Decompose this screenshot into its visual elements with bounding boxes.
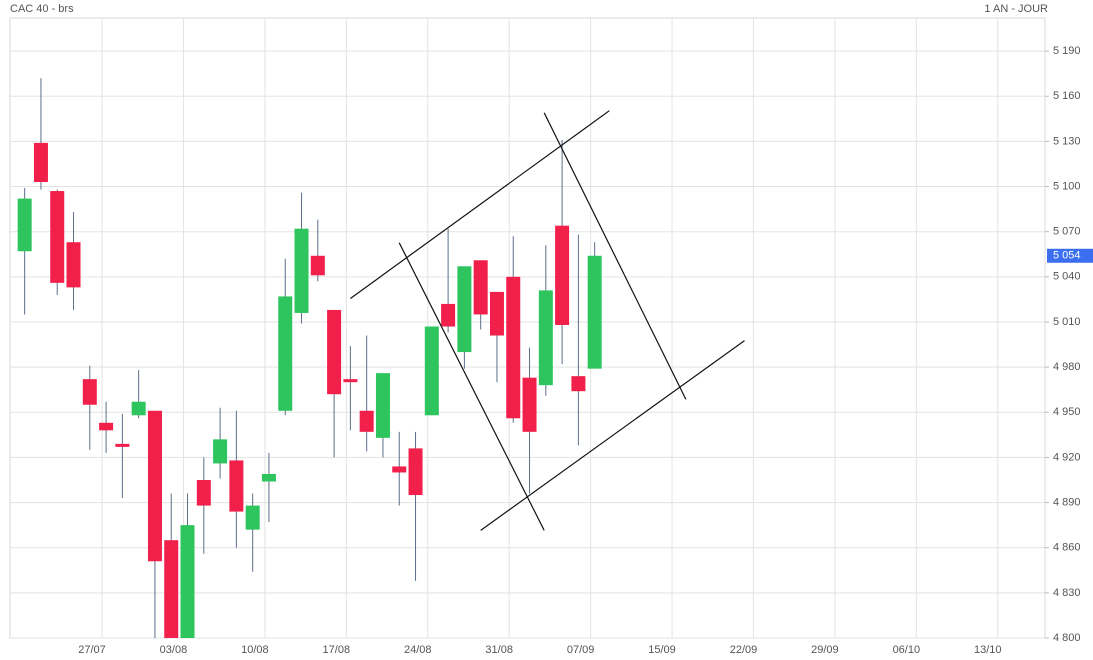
y-tick-label: 4 980 <box>1053 361 1081 373</box>
y-tick-label: 4 800 <box>1053 632 1081 644</box>
x-tick-label: 06/10 <box>893 644 921 656</box>
plot <box>17 78 745 638</box>
candle-body <box>310 255 325 276</box>
candle-body <box>375 373 390 438</box>
candle-body <box>538 290 553 386</box>
x-tick-label: 13/10 <box>974 644 1002 656</box>
candle-body <box>489 291 504 336</box>
y-tick-label: 5 190 <box>1053 45 1081 57</box>
y-tick-label: 5 100 <box>1053 180 1081 192</box>
candle-body <box>196 479 211 506</box>
trendline <box>543 112 687 400</box>
y-tick-label: 4 890 <box>1053 496 1081 508</box>
candle-body <box>82 379 97 405</box>
candle-body <box>147 410 162 562</box>
candle-body <box>327 309 342 395</box>
y-tick-label: 5 040 <box>1053 271 1081 283</box>
candle-body <box>50 191 65 283</box>
candle-body <box>261 473 276 482</box>
candle-body <box>424 326 439 416</box>
candle-body <box>213 439 228 464</box>
candle-body <box>571 376 586 392</box>
candle-body <box>33 142 48 183</box>
y-tick-label: 5 070 <box>1053 226 1081 238</box>
candle-body <box>180 525 195 638</box>
candle-body <box>343 379 358 383</box>
candle-body <box>115 443 130 447</box>
x-tick-label: 15/09 <box>648 644 676 656</box>
chart-title: CAC 40 - brs <box>10 3 74 15</box>
candle-body <box>17 198 32 252</box>
y-tick-label: 4 950 <box>1053 406 1081 418</box>
y-tick-label: 5 130 <box>1053 135 1081 147</box>
candle-body <box>99 422 114 431</box>
candle-body <box>245 505 260 530</box>
candle-body <box>278 296 293 411</box>
y-tick-label: 4 830 <box>1053 587 1081 599</box>
candle-body <box>473 260 488 315</box>
trendline <box>350 110 610 299</box>
candle-body <box>457 266 472 353</box>
trendline <box>480 340 745 531</box>
x-tick-label: 27/07 <box>78 644 106 656</box>
y-tick-label: 4 920 <box>1053 451 1081 463</box>
y-tick-label: 5 160 <box>1053 90 1081 102</box>
candle-body <box>229 460 244 512</box>
x-tick-label: 17/08 <box>323 644 351 656</box>
x-tick-label: 31/08 <box>485 644 513 656</box>
trendline <box>398 242 545 531</box>
last-price-label: 5 054 <box>1053 250 1081 262</box>
x-tick-label: 24/08 <box>404 644 432 656</box>
candle-body <box>294 228 309 313</box>
candle-body <box>164 540 179 638</box>
last-price-tag <box>1047 248 1093 263</box>
candle-body <box>506 276 521 419</box>
x-tick-label: 07/09 <box>567 644 595 656</box>
candle-body <box>131 401 146 416</box>
candle-body <box>441 303 456 327</box>
candle-body <box>66 242 81 288</box>
candle-body <box>392 466 407 473</box>
x-tick-label: 10/08 <box>241 644 269 656</box>
candle-body <box>555 225 570 325</box>
x-tick-label: 29/09 <box>811 644 839 656</box>
candle-body <box>522 377 537 432</box>
period-label: 1 AN - JOUR <box>984 3 1048 15</box>
x-tick-label: 22/09 <box>730 644 758 656</box>
y-tick-label: 5 010 <box>1053 316 1081 328</box>
candle-body <box>359 410 374 432</box>
candle-body <box>408 448 423 496</box>
x-tick-label: 03/08 <box>160 644 188 656</box>
y-tick-label: 4 860 <box>1053 542 1081 554</box>
candle-body <box>587 255 602 369</box>
